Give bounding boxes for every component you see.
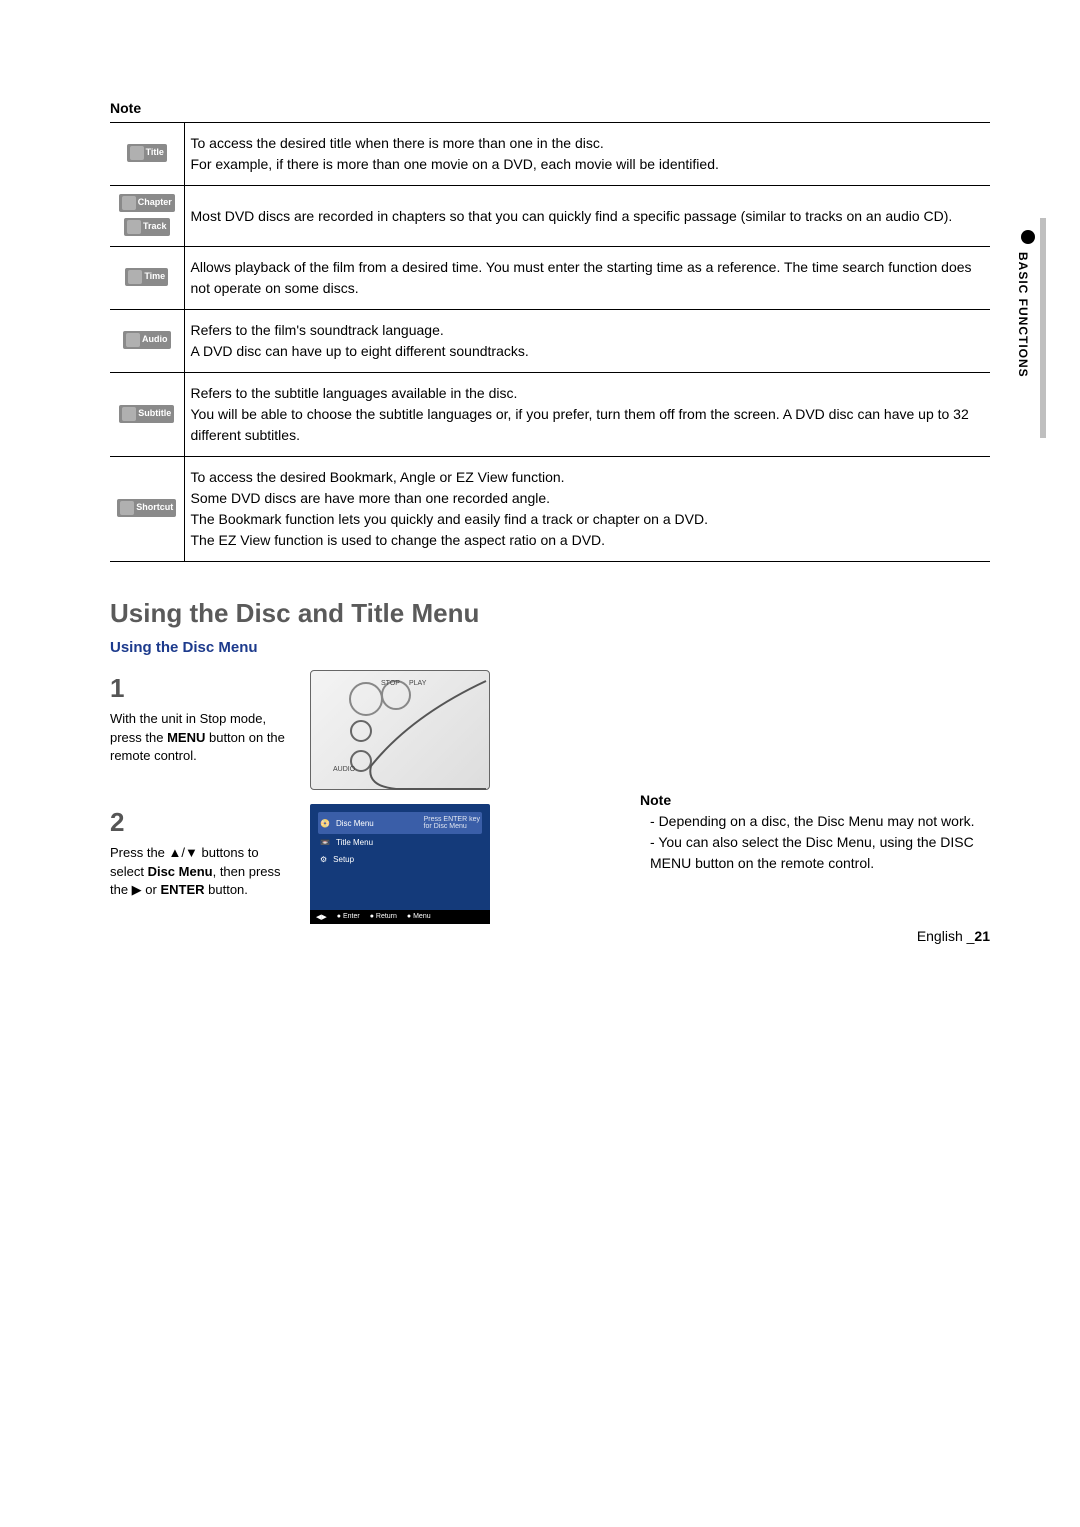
note-heading: Note bbox=[110, 100, 990, 116]
step-1: 1 With the unit in Stop mode, press the … bbox=[110, 670, 990, 790]
svg-text:STOP: STOP bbox=[381, 680, 400, 687]
subtitle-icon: Subtitle bbox=[119, 405, 174, 423]
ref-icon-cell: Chapter Track bbox=[110, 186, 184, 247]
ref-icon-cell: Title bbox=[110, 123, 184, 186]
subsection-title: Using the Disc Menu bbox=[110, 639, 990, 656]
section-title: Using the Disc and Title Menu bbox=[110, 598, 990, 629]
ref-icon-cell: Time bbox=[110, 247, 184, 310]
side-tab-dot-icon bbox=[1021, 230, 1035, 244]
time-icon: Time bbox=[125, 268, 168, 286]
side-tab-label: BASIC FUNCTIONS bbox=[1016, 252, 1030, 378]
side-tab-bar bbox=[1040, 218, 1046, 438]
footer-page-number: 21 bbox=[974, 928, 990, 944]
page-footer: English _21 bbox=[917, 928, 990, 944]
ref-desc-cell: To access the desired Bookmark, Angle or… bbox=[184, 457, 990, 562]
menu-footer-bar: ◀▶ ● Enter ● Return ● Menu bbox=[310, 910, 490, 924]
step-1-number: 1 bbox=[110, 670, 290, 708]
side-tab: BASIC FUNCTIONS bbox=[1016, 230, 1040, 378]
audio-icon: Audio bbox=[123, 331, 171, 349]
reference-table: Title To access the desired title when th… bbox=[110, 122, 990, 562]
remote-illustration: AUDIO STOP PLAY bbox=[310, 670, 490, 790]
ref-icon-cell: Audio bbox=[110, 310, 184, 373]
side-note: Note Depending on a disc, the Disc Menu … bbox=[640, 790, 1000, 874]
menu-item-disc: 📀 Disc Menu Press ENTER key for Disc Men… bbox=[318, 812, 482, 834]
ref-desc-cell: Most DVD discs are recorded in chapters … bbox=[184, 186, 990, 247]
ref-desc-cell: Refers to the subtitle languages availab… bbox=[184, 373, 990, 457]
chapter-icon: Chapter bbox=[119, 194, 175, 212]
step-2: 2 Press the ▲/▼ buttons to select Disc M… bbox=[110, 804, 990, 924]
side-note-item: You can also select the Disc Menu, using… bbox=[650, 832, 1000, 874]
ref-icon-cell: Shortcut bbox=[110, 457, 184, 562]
side-note-item: Depending on a disc, the Disc Menu may n… bbox=[650, 811, 1000, 832]
step-2-number: 2 bbox=[110, 804, 290, 842]
svg-text:AUDIO: AUDIO bbox=[333, 766, 356, 773]
track-icon: Track bbox=[124, 218, 170, 236]
menu-item-setup: ⚙Setup bbox=[318, 851, 482, 868]
onscreen-menu-preview: 📀 Disc Menu Press ENTER key for Disc Men… bbox=[310, 804, 490, 924]
side-note-heading: Note bbox=[640, 792, 671, 808]
ref-desc-cell: To access the desired title when there i… bbox=[184, 123, 990, 186]
step-1-text: 1 With the unit in Stop mode, press the … bbox=[110, 670, 290, 766]
step-2-text: 2 Press the ▲/▼ buttons to select Disc M… bbox=[110, 804, 290, 900]
ref-icon-cell: Subtitle bbox=[110, 373, 184, 457]
ref-desc-cell: Allows playback of the film from a desir… bbox=[184, 247, 990, 310]
footer-language: English bbox=[917, 928, 963, 944]
svg-text:PLAY: PLAY bbox=[409, 680, 427, 687]
steps-container: 1 With the unit in Stop mode, press the … bbox=[110, 670, 990, 924]
title-icon: Title bbox=[127, 144, 167, 162]
menu-item-title: 📼Title Menu bbox=[318, 834, 482, 851]
ref-desc-cell: Refers to the film's soundtrack language… bbox=[184, 310, 990, 373]
shortcut-icon: Shortcut bbox=[117, 499, 176, 517]
